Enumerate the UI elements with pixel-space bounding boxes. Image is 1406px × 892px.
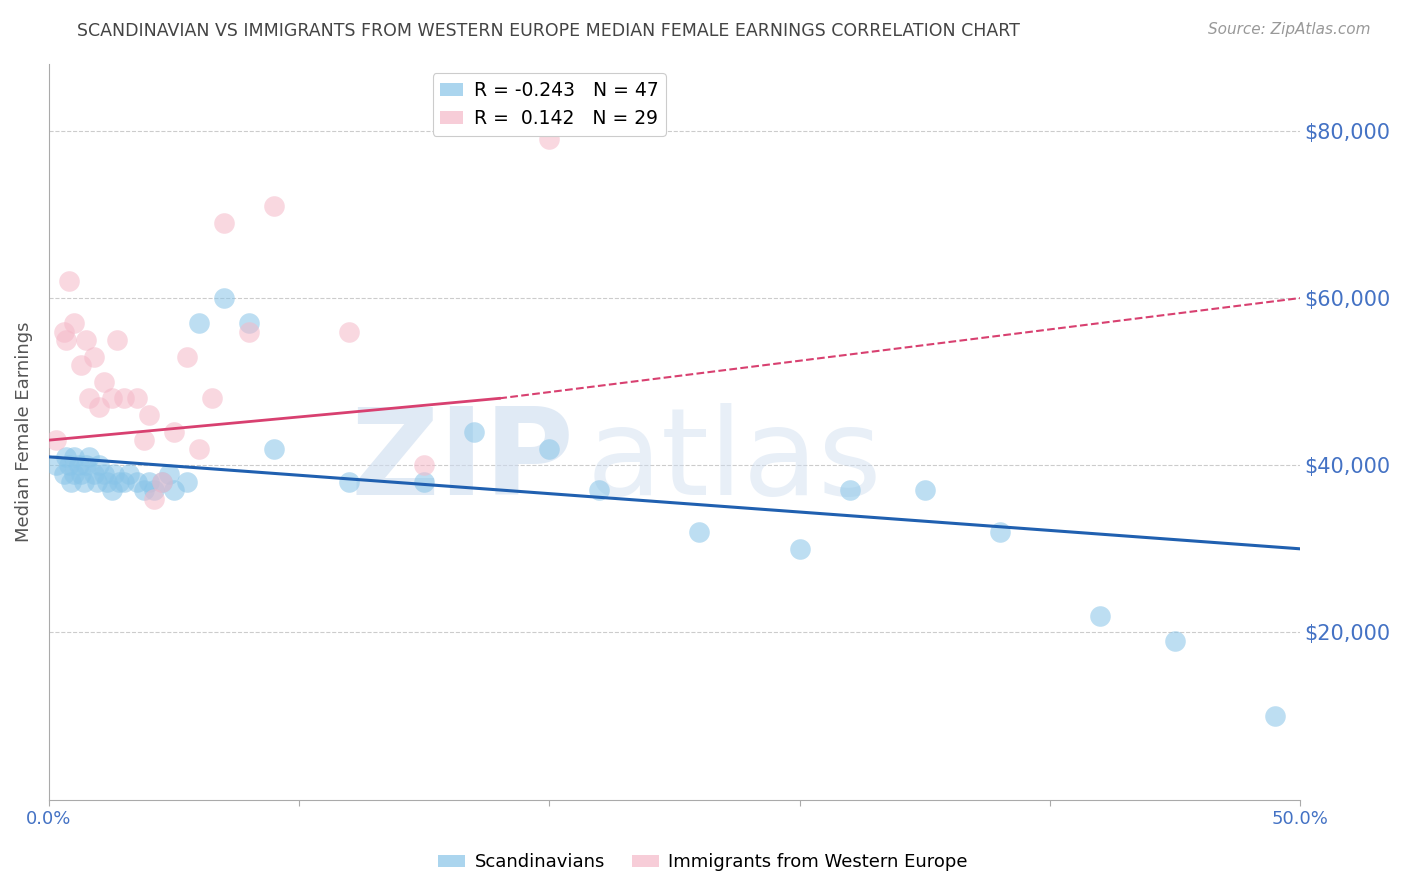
Point [108, 475, 131, 489]
Point [914, 483, 936, 498]
Point [538, 132, 561, 146]
Point [86, 475, 108, 489]
Point [1164, 633, 1187, 648]
Point [163, 483, 186, 498]
Point [100, 483, 122, 498]
Point [1264, 709, 1286, 723]
Point [93, 467, 115, 481]
Point [132, 483, 155, 498]
Point [263, 199, 285, 213]
Point [58, 458, 80, 473]
Point [138, 475, 160, 489]
Point [93, 375, 115, 389]
Point [53, 325, 76, 339]
Legend: Scandinavians, Immigrants from Western Europe: Scandinavians, Immigrants from Western E… [432, 847, 974, 879]
Point [150, 475, 173, 489]
Point [70, 358, 93, 372]
Point [538, 442, 561, 456]
Point [789, 541, 811, 556]
Y-axis label: Median Female Earnings: Median Female Earnings [15, 321, 32, 542]
Point [70, 467, 93, 481]
Point [188, 442, 211, 456]
Point [838, 483, 860, 498]
Point [63, 467, 86, 481]
Point [337, 325, 360, 339]
Point [143, 491, 166, 506]
Point [60, 475, 83, 489]
Text: ZIP: ZIP [350, 402, 575, 520]
Point [53, 467, 76, 481]
Point [132, 433, 155, 447]
Point [176, 475, 198, 489]
Legend: R = -0.243   N = 47, R =  0.142   N = 29: R = -0.243 N = 47, R = 0.142 N = 29 [433, 73, 666, 136]
Text: Source: ZipAtlas.com: Source: ZipAtlas.com [1208, 22, 1371, 37]
Point [112, 475, 135, 489]
Point [138, 408, 160, 422]
Point [105, 333, 128, 347]
Point [176, 350, 198, 364]
Point [73, 475, 96, 489]
Point [212, 291, 235, 305]
Point [87, 400, 110, 414]
Point [76, 458, 98, 473]
Point [58, 274, 80, 288]
Point [263, 442, 285, 456]
Point [55, 450, 77, 464]
Point [103, 467, 125, 481]
Text: SCANDINAVIAN VS IMMIGRANTS FROM WESTERN EUROPE MEDIAN FEMALE EARNINGS CORRELATIO: SCANDINAVIAN VS IMMIGRANTS FROM WESTERN … [77, 22, 1021, 40]
Point [212, 216, 235, 230]
Point [163, 425, 186, 439]
Text: atlas: atlas [586, 402, 883, 520]
Point [157, 467, 180, 481]
Point [83, 350, 105, 364]
Point [83, 467, 105, 481]
Point [45, 458, 67, 473]
Point [63, 316, 86, 330]
Point [87, 458, 110, 473]
Point [337, 475, 360, 489]
Point [63, 450, 86, 464]
Point [1088, 608, 1111, 623]
Point [188, 316, 211, 330]
Point [125, 392, 148, 406]
Point [96, 475, 118, 489]
Point [150, 475, 173, 489]
Point [588, 483, 610, 498]
Point [125, 475, 148, 489]
Point [77, 392, 100, 406]
Point [238, 325, 260, 339]
Point [67, 458, 90, 473]
Point [413, 475, 436, 489]
Point [77, 450, 100, 464]
Point [100, 392, 122, 406]
Point [238, 316, 260, 330]
Point [118, 467, 141, 481]
Point [688, 525, 710, 540]
Point [988, 525, 1011, 540]
Point [76, 333, 98, 347]
Point [413, 458, 436, 473]
Point [45, 433, 67, 447]
Point [200, 392, 222, 406]
Point [112, 392, 135, 406]
Point [143, 483, 166, 498]
Point [55, 333, 77, 347]
Point [463, 425, 485, 439]
